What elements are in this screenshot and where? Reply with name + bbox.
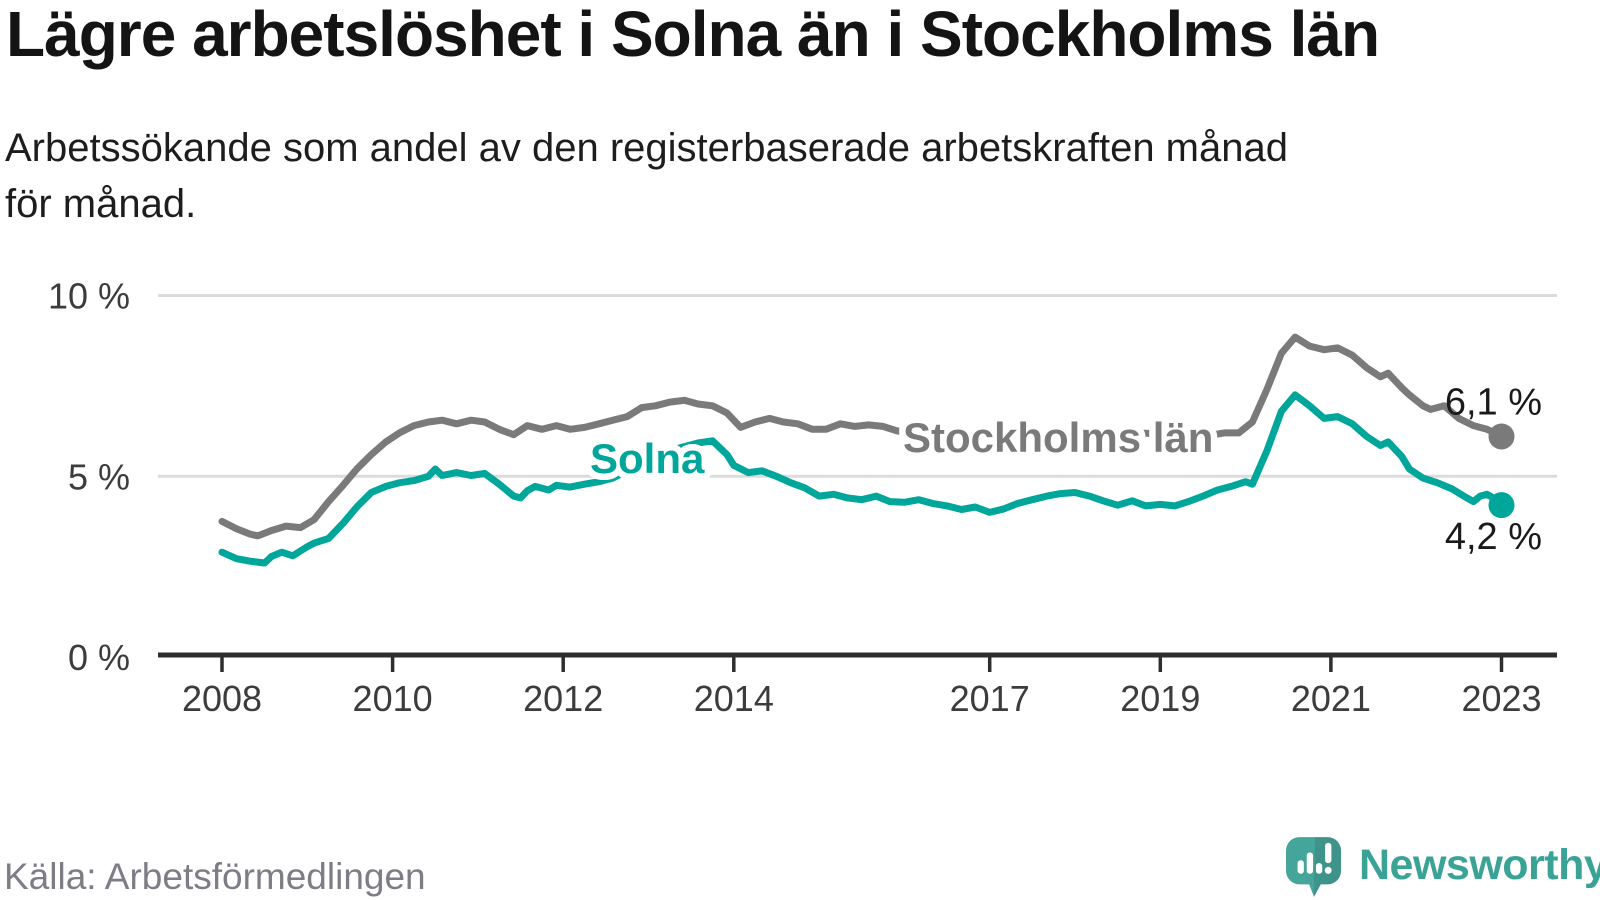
series-label-stockholms-l-n: Stockholms län [903,414,1213,461]
series-end-value-stockholms-l-n: 6,1 % [1445,381,1542,423]
subtitle-line-1: Arbetssökande som andel av den registerb… [5,126,1288,170]
x-tick-label-2019: 2019 [1120,678,1200,719]
logo-exclamation-dot [1324,866,1332,874]
newsworthy-brand: Newsworthy [1286,836,1600,898]
logo-exclamation-stem [1325,842,1332,864]
x-tick-label-2012: 2012 [523,678,603,719]
x-tick-label-2010: 2010 [353,678,433,719]
series-label-solna: Solna [590,435,705,482]
x-tick-label-2021: 2021 [1291,678,1371,719]
y-tick-label-10: 10 % [48,276,130,317]
x-tick-label-2023: 2023 [1461,678,1541,719]
x-tick-label-2017: 2017 [950,678,1030,719]
x-tick-label-2008: 2008 [182,678,262,719]
subtitle-line-2: för månad. [5,182,197,226]
logo-bar-3 [1315,863,1323,874]
y-tick-label-0: 0 % [68,637,130,678]
series-line-solna [218,391,1505,567]
page-title: Lägre arbetslöshet i Solna än i Stockhol… [6,0,1380,70]
series-end-dot-stockholms-l-n [1488,423,1515,450]
series-end-dot-solna [1488,492,1515,519]
newsworthy-logo-icon [1286,837,1342,897]
x-tick-label-2014: 2014 [694,678,774,719]
series-end-value-solna: 4,2 % [1445,516,1542,558]
newsworthy-wordmark: Newsworthy [1359,841,1600,889]
series-line-stockholms-l-n [218,333,1505,540]
chart-subtitle: Arbetssökande som andel av den registerb… [5,120,1565,232]
y-tick-label-5: 5 % [68,456,130,497]
logo-bar-1 [1297,860,1304,874]
logo-bar-2 [1306,852,1314,874]
source-note: Källa: Arbetsförmedlingen [4,856,426,897]
